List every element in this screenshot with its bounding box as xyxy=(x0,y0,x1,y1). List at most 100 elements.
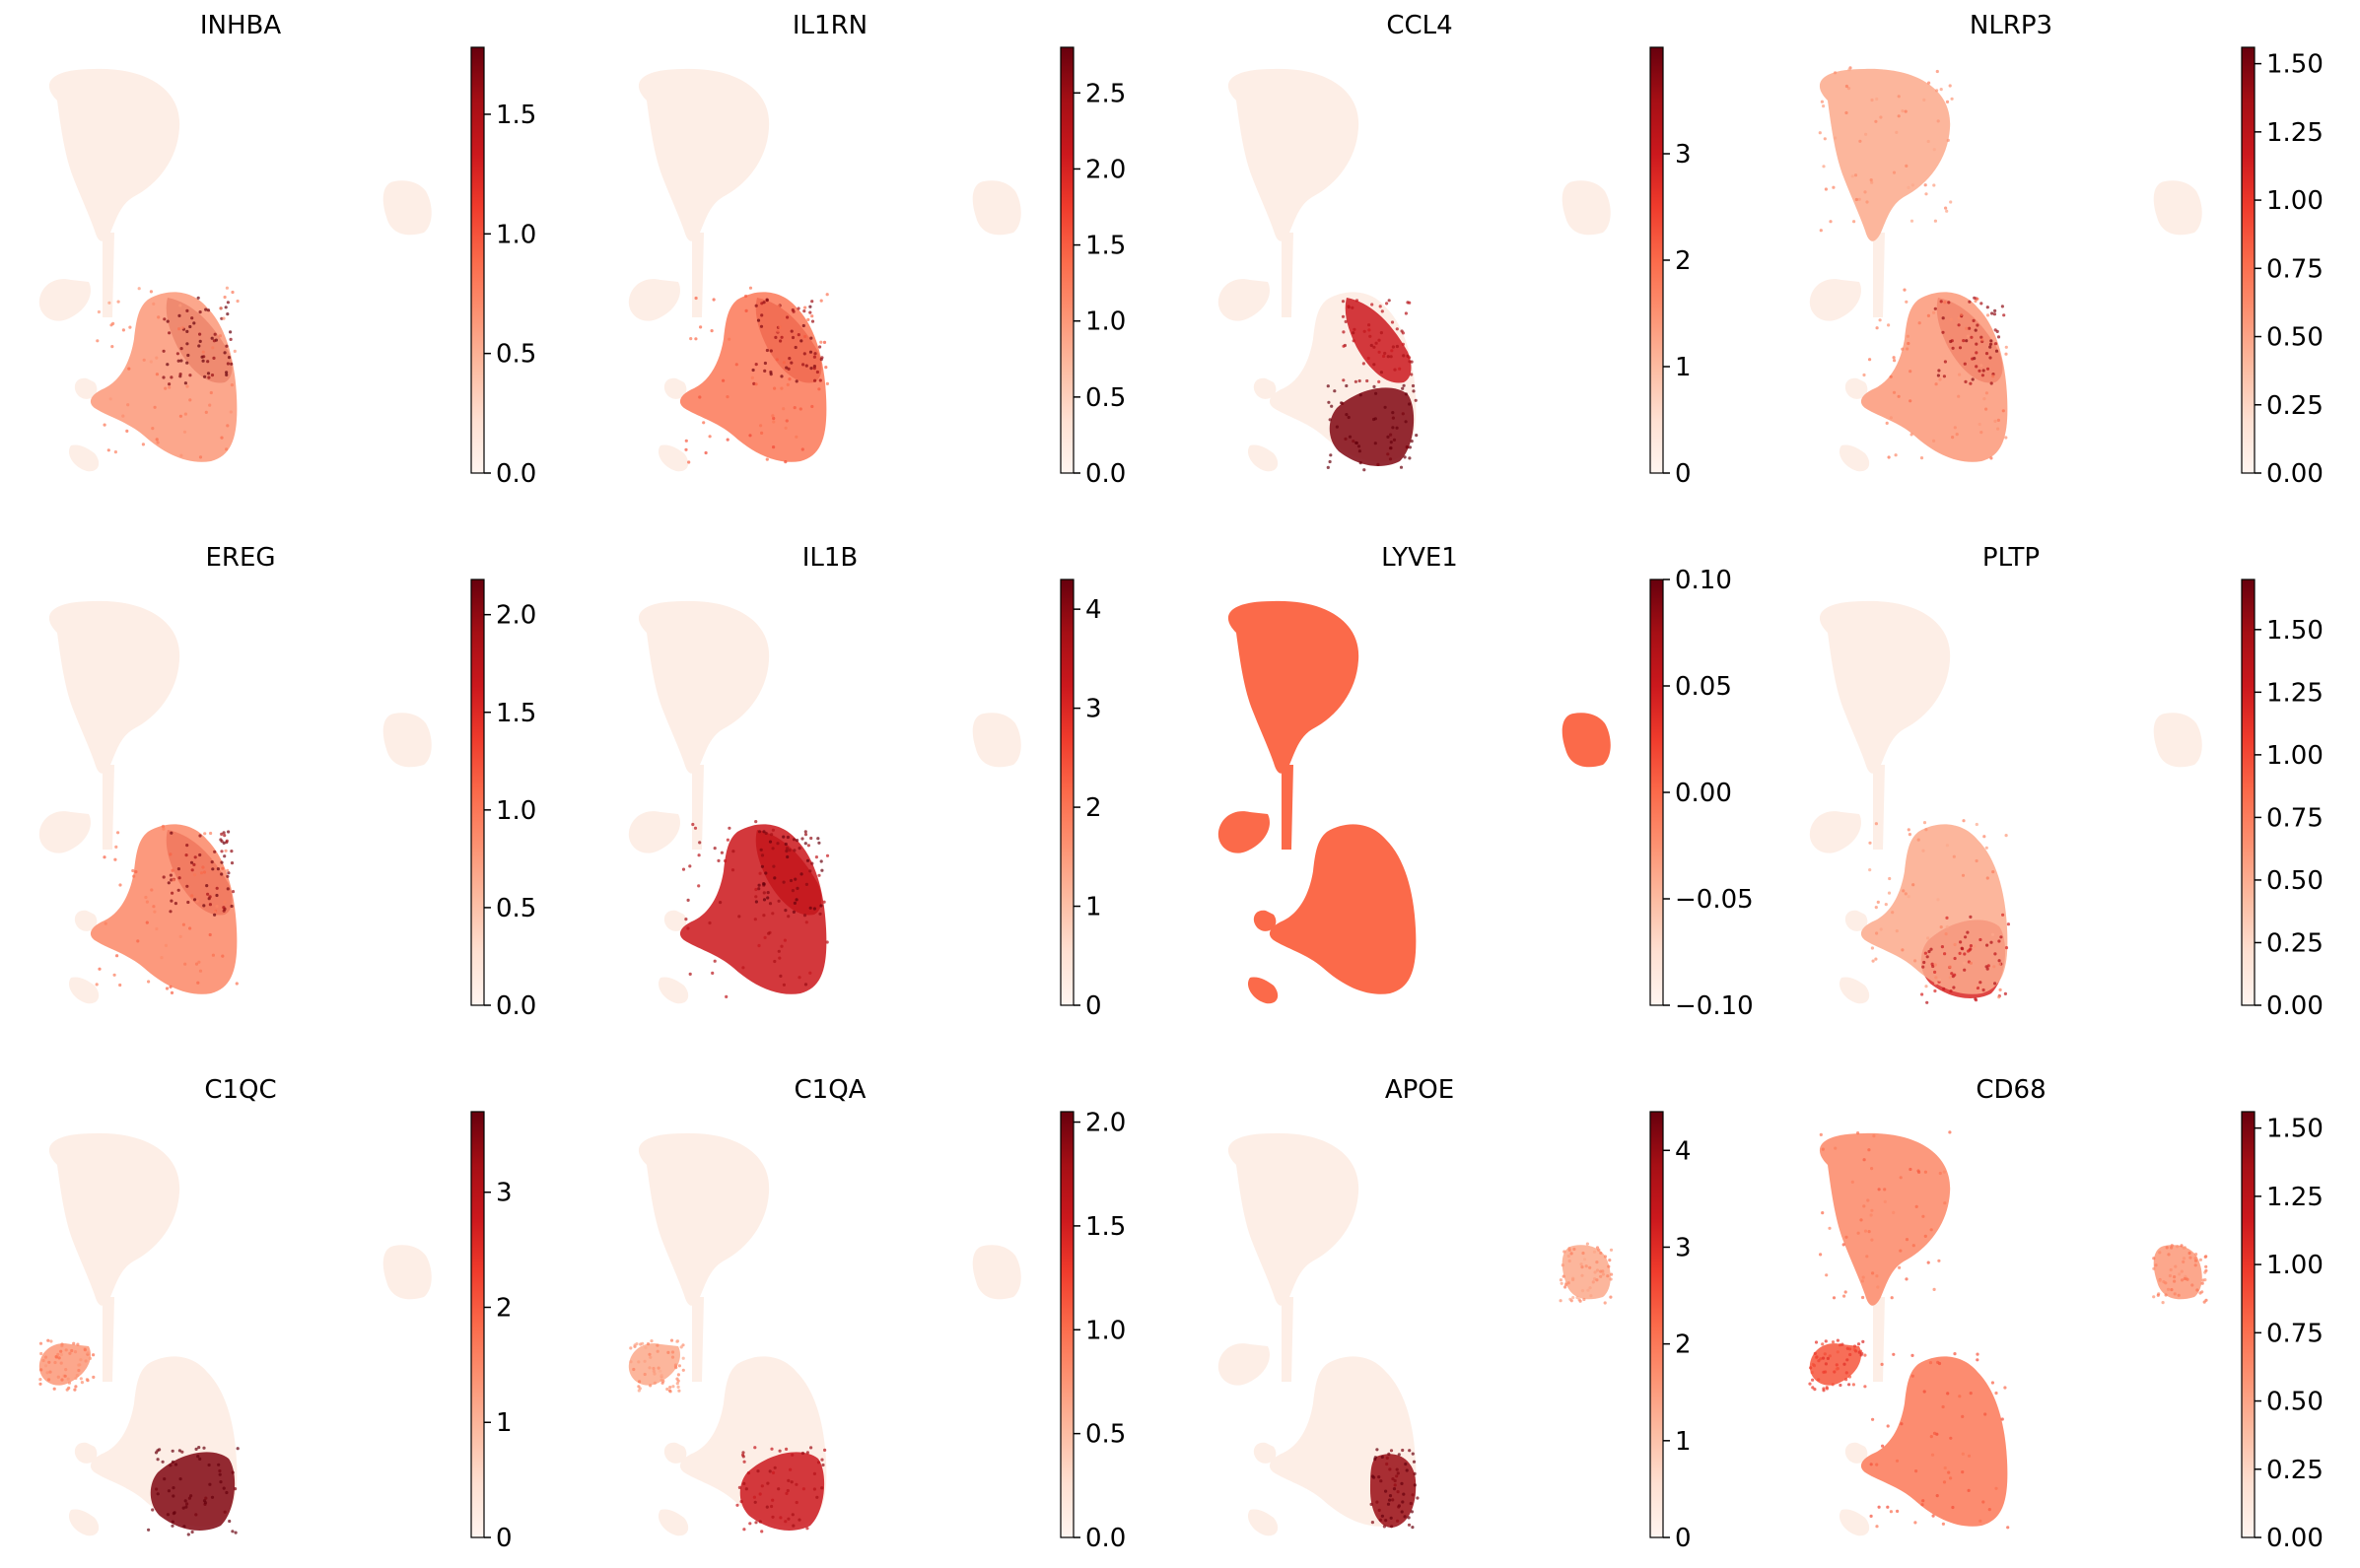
cell-dot xyxy=(782,361,786,365)
cell-dot xyxy=(185,329,189,333)
colorbar-tick-label: 1.0 xyxy=(1085,307,1126,337)
cell-dot xyxy=(1893,359,1897,363)
cell-dot xyxy=(1885,421,1889,425)
cell-dot xyxy=(155,373,159,376)
cell-dot xyxy=(1919,456,1924,460)
cell-dot xyxy=(1958,951,1962,955)
cell-dot xyxy=(1931,1514,1935,1518)
cell-dot xyxy=(1367,328,1371,332)
colorbar-tick-label: 2.0 xyxy=(496,601,536,631)
cell-dot xyxy=(1569,1252,1573,1256)
cell-dot xyxy=(1926,1261,1930,1264)
cell-dot xyxy=(1966,930,1970,934)
cell-dot xyxy=(808,310,812,314)
cell-dot xyxy=(201,359,205,363)
cell-dot xyxy=(726,395,729,399)
cell-dot xyxy=(92,1375,96,1379)
colorbar-tick-label: 0 xyxy=(1085,991,1102,1021)
expression-hotspot-lower-right xyxy=(1860,292,2008,462)
cell-dot xyxy=(198,332,202,336)
cell-dot xyxy=(1354,441,1358,444)
cluster-left-lobe xyxy=(1809,811,1861,853)
cluster-small-bottom xyxy=(658,977,689,1004)
cell-dot xyxy=(1603,1301,1607,1305)
colorbar-tick-label: 4 xyxy=(1085,595,1102,625)
cell-dot xyxy=(179,359,183,363)
colorbar-gradient xyxy=(2241,579,2256,1006)
cell-dot xyxy=(1940,945,1944,949)
cell-dot xyxy=(812,1487,816,1491)
cell-dot xyxy=(1847,68,1851,72)
cluster-small-left xyxy=(663,1442,687,1464)
panel-title: INHBA xyxy=(200,11,282,40)
cell-dot xyxy=(234,1487,238,1491)
cell-dot xyxy=(803,306,807,309)
cell-dots xyxy=(95,824,239,994)
cell-dot xyxy=(1813,1388,1817,1392)
cell-dot xyxy=(1936,119,1940,123)
cell-dot xyxy=(1904,892,1908,896)
cell-dot xyxy=(198,852,202,857)
cell-dot xyxy=(167,1489,171,1493)
cluster-stalk xyxy=(103,233,114,317)
cluster-top xyxy=(638,600,770,774)
cell-dot xyxy=(1577,1298,1581,1302)
expression-hotspot-lower-right xyxy=(1860,1356,2008,1527)
cell-dot xyxy=(198,455,203,459)
colorbar-tick-label: 1.0 xyxy=(496,220,536,249)
cell-dot xyxy=(1929,1435,1933,1439)
cell-dot xyxy=(1834,71,1838,75)
cell-dot xyxy=(765,457,769,461)
colorbar-tick-label: 0.0 xyxy=(496,459,536,489)
cell-dot xyxy=(1852,220,1856,224)
cell-dot xyxy=(219,838,223,842)
colorbar: 0.000.250.500.751.001.251.50 xyxy=(2241,1111,2324,1553)
cell-dot xyxy=(1965,339,1969,343)
cell-dot xyxy=(236,1447,240,1451)
cell-dot xyxy=(783,938,787,942)
cell-dot xyxy=(192,862,196,866)
colorbar-tick-label: 2 xyxy=(1675,246,1692,276)
cell-dot xyxy=(1407,1516,1411,1520)
cell-dot xyxy=(688,864,692,868)
cell-dots xyxy=(1326,299,1419,472)
cell-dot xyxy=(722,378,726,382)
cell-dot xyxy=(1372,384,1376,388)
cell-dot xyxy=(1951,346,1955,350)
colorbar-tick-label: 1.00 xyxy=(2266,741,2324,771)
cell-dot xyxy=(637,1360,641,1364)
cell-dot xyxy=(56,1352,60,1356)
cell-dot xyxy=(1947,301,1951,305)
cell-dot xyxy=(1379,371,1383,375)
cell-dot xyxy=(822,340,827,344)
cell-dot xyxy=(118,983,122,988)
cell-dot xyxy=(132,874,136,878)
cell-dot xyxy=(772,445,776,449)
cell-dot xyxy=(638,1380,642,1384)
cell-dot xyxy=(1948,976,1952,980)
cell-dot xyxy=(141,443,145,446)
cell-dot xyxy=(794,345,798,350)
cell-dot xyxy=(1889,375,1893,378)
cell-dot xyxy=(1330,404,1334,408)
cell-dot xyxy=(197,960,201,964)
cell-dot xyxy=(88,1356,92,1360)
cell-dot xyxy=(1924,828,1928,832)
cell-dot xyxy=(665,1387,669,1392)
cell-dot xyxy=(1851,1383,1855,1387)
cell-dot xyxy=(1909,1167,1912,1172)
cell-dot xyxy=(225,447,229,451)
cell-dot xyxy=(728,337,731,341)
cell-dot xyxy=(201,865,205,869)
cell-dot xyxy=(1941,316,1945,320)
cell-dot xyxy=(192,873,197,877)
cell-dot xyxy=(1389,1516,1393,1520)
cell-dot xyxy=(774,335,778,339)
cell-dot xyxy=(820,868,824,872)
cell-dot xyxy=(1964,935,1968,939)
cell-dots xyxy=(1818,66,2008,460)
cell-dot xyxy=(162,875,166,879)
cell-dot xyxy=(812,907,816,911)
cell-dot xyxy=(1965,326,1969,330)
